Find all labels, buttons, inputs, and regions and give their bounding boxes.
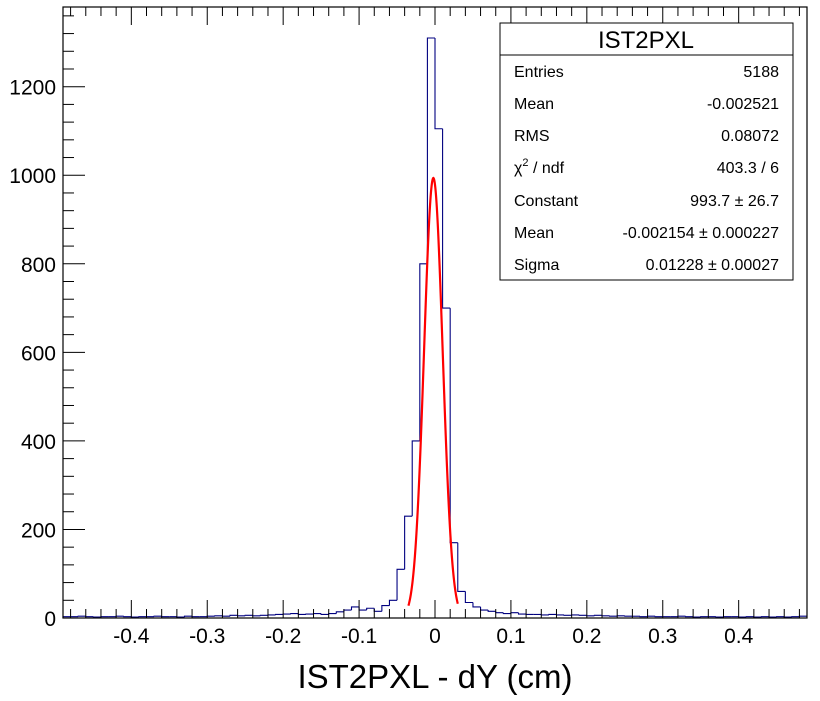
x-tick-label: 0.4 — [724, 625, 754, 648]
stats-label-mean: Mean — [514, 96, 554, 113]
histogram-bin — [335, 611, 344, 614]
y-tick-label: 1200 — [9, 77, 56, 100]
stats-box-frame — [499, 22, 794, 281]
histogram-bin — [442, 128, 451, 309]
plot-frame — [62, 6, 808, 619]
stats-label-entries: Entries — [514, 64, 564, 81]
gaussian-fit-curve — [407, 176, 459, 606]
histogram-bin — [487, 610, 496, 612]
x-tick-label: 0 — [429, 625, 441, 648]
stats-value-sigma: 0.01228 ± 0.00027 — [646, 257, 779, 274]
stats-label-fit-mean: Mean — [514, 225, 554, 242]
chi-symbol: χ — [514, 160, 523, 177]
x-axis-title: IST2PXL - dY (cm) — [297, 658, 572, 695]
histogram-bin — [517, 612, 527, 615]
histogram-bin — [457, 542, 466, 592]
x-tick-label: -0.2 — [265, 625, 301, 648]
axis-layer: -0.4 -0.3 -0.2 -0.1 0 0.1 0.2 0.3 0.4 0 200 400 600 8… — [9, 7, 800, 648]
x-tick-label: 0.2 — [572, 625, 601, 648]
histogram-bin — [366, 607, 375, 611]
x-tick-label: 0.3 — [648, 625, 677, 648]
y-tick-label: 200 — [21, 519, 56, 542]
y-tick-label: 1000 — [9, 165, 56, 188]
histogram-bin — [502, 612, 511, 615]
histogram-bin — [229, 614, 238, 617]
y-tick-label: 0 — [44, 608, 56, 631]
x-tick-label: -0.4 — [113, 625, 150, 648]
stats-box: IST2PXL Entries 5188 Mean -0.002521 RMS … — [499, 22, 794, 281]
histogram-bin — [419, 263, 428, 441]
stats-label-sigma: Sigma — [514, 257, 559, 274]
x-tick-label: 0.1 — [496, 625, 525, 648]
chi-ndf-label: / ndf — [529, 160, 565, 177]
x-tick-label: -0.1 — [341, 625, 377, 648]
stats-value-entries: 5188 — [743, 64, 779, 81]
stats-label-chi2: χ2 / ndf — [514, 157, 565, 177]
histogram-bin — [404, 515, 413, 570]
histogram-bin — [320, 613, 329, 616]
stats-value-fit-mean: -0.002154 ± 0.000227 — [623, 225, 780, 242]
stats-value-rms: 0.08072 — [721, 128, 779, 145]
stats-title: IST2PXL — [598, 27, 694, 54]
x-tick-label: -0.3 — [189, 625, 225, 648]
stats-value-mean: -0.002521 — [707, 96, 779, 113]
histogram-bin — [381, 605, 390, 612]
histogram-bin — [183, 615, 193, 618]
histogram-bin — [426, 37, 435, 264]
histogram-bin — [434, 37, 443, 130]
histogram-bin — [350, 606, 360, 611]
histogram-bin — [411, 440, 420, 517]
stats-label-rms: RMS — [514, 128, 550, 145]
histogram-bin — [464, 591, 473, 604]
stats-value-constant: 993.7 ± 26.7 — [690, 193, 779, 210]
y-tick-label: 400 — [21, 431, 56, 454]
y-tick-label: 600 — [21, 342, 56, 365]
fit-layer — [407, 176, 459, 606]
histogram-bin — [472, 602, 481, 608]
stats-label-constant: Constant — [514, 193, 579, 210]
histogram-bin — [388, 599, 398, 606]
histogram-bin — [396, 568, 405, 601]
y-tick-label: 800 — [21, 254, 56, 277]
chi-superscript: 2 — [522, 157, 528, 169]
stats-value-chi2: 403.3 / 6 — [717, 160, 779, 177]
